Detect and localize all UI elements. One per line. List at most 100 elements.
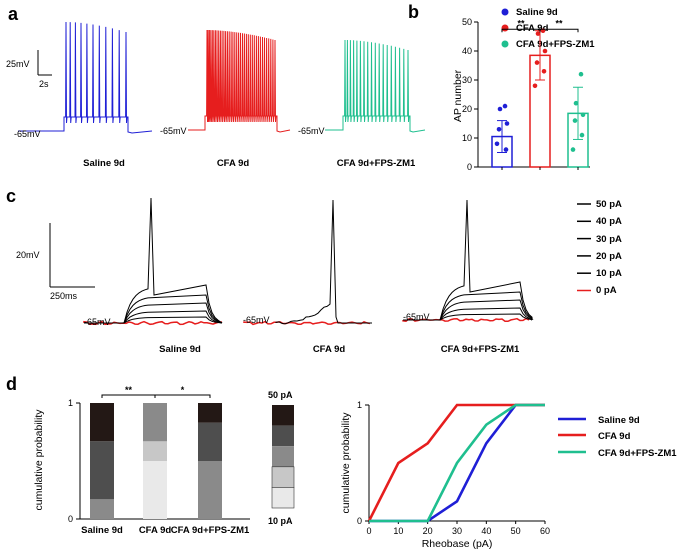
step-traces	[83, 197, 534, 326]
group-label-saline: Saline 9d	[83, 158, 125, 169]
trace-cfa-9d-fps-zm1	[325, 39, 426, 133]
d2-x-tick-label: 10	[393, 526, 403, 536]
legend-marker-cfa	[501, 24, 509, 32]
data-point	[497, 106, 503, 112]
stacked-segment	[198, 461, 222, 519]
c-rest-label-cfa: -65mV	[243, 315, 270, 325]
data-point	[535, 31, 541, 36]
trace-step	[84, 197, 223, 324]
d2-x-tick-label: 30	[452, 526, 462, 536]
stacked-segment	[143, 403, 167, 442]
d2-y-tick-label: 0	[357, 516, 362, 526]
b-y-tick-label: 0	[467, 162, 472, 172]
scale-bar-segment	[272, 405, 294, 426]
b-y-tick-label: 20	[462, 104, 472, 114]
data-point	[580, 112, 586, 118]
d2-x-tick-label: 50	[511, 526, 521, 536]
d2-x-tick-label: 60	[540, 526, 550, 536]
data-point	[502, 103, 508, 109]
scale-bar-segment	[271, 466, 295, 488]
legend-marker-cfa-zm1	[501, 40, 509, 48]
rest-label-cfa-zm1: -65mV	[298, 126, 325, 136]
panel-a: 25mV 2s -65mV -65mV -65mV Saline 9d CFA …	[6, 21, 426, 169]
significance-label: **	[517, 18, 525, 28]
legend-30pa: 30 pA	[596, 234, 622, 245]
rest-label-saline: -65mV	[14, 129, 41, 139]
scale-time-label: 2s	[39, 79, 49, 89]
d1-y-tick-label: 1	[68, 398, 73, 408]
trace-step	[403, 299, 533, 321]
d1-y-axis-label: cumulative probability	[33, 409, 45, 511]
c-legend: 50 pA 40 pA 30 pA 20 pA 10 pA 0 pA	[577, 199, 622, 296]
panel-d-cumulative-chart: cumulative probability Rheobase (pA) Sal…	[340, 400, 677, 550]
c-group-label-cfa-zm1: CFA 9d+FPS-ZM1	[441, 344, 520, 355]
trace-step	[403, 199, 533, 321]
legend-label-saline-d: Saline 9d	[598, 415, 640, 426]
data-point	[578, 71, 584, 77]
panel-c: 20mV 250ms -65mV -65mV -65mV Saline 9d C…	[16, 197, 622, 355]
trace-step	[84, 310, 223, 324]
panel-b-chart: AP number Saline 9d CFA 9d CFA 9d+FPS-ZM…	[452, 7, 595, 172]
scale-bar-bottom-label: 10 pA	[268, 516, 293, 526]
stacked-segment	[198, 422, 222, 461]
panel-label-d: d	[6, 374, 17, 394]
panel-label-b: b	[408, 2, 419, 22]
legend-label-cfa: CFA 9d	[516, 23, 549, 34]
trace-rheobase	[275, 199, 372, 325]
legend-50pa: 50 pA	[596, 199, 622, 210]
legend-marker-saline	[501, 8, 509, 16]
data-point	[572, 118, 578, 123]
data-point	[542, 48, 548, 54]
stacked-segment	[143, 441, 167, 461]
legend-0pa: 0 pA	[596, 285, 617, 296]
scale-voltage-label: 25mV	[6, 59, 30, 69]
legend-20pa: 20 pA	[596, 251, 622, 262]
series-line-2	[369, 403, 545, 523]
b-y-axis-label: AP number	[452, 69, 464, 122]
legend-10pa: 10 pA	[596, 268, 622, 279]
c-rest-label-saline: -65mV	[84, 317, 111, 327]
significance-label: **	[555, 18, 563, 28]
legend-label-cfa-zm1-d: CFA 9d+FPS-ZM1	[598, 448, 677, 459]
legend-label-saline: Saline 9d	[516, 7, 558, 18]
trace-0pa	[83, 320, 223, 326]
data-point	[573, 100, 579, 106]
scale-voltage-label-c: 20mV	[16, 250, 40, 260]
d2-legend: Saline 9d CFA 9d CFA 9d+FPS-ZM1	[558, 415, 677, 459]
data-point	[504, 121, 510, 126]
legend-40pa: 40 pA	[596, 216, 622, 227]
panel-label-a: a	[8, 4, 19, 24]
b-y-tick-label: 10	[462, 133, 472, 143]
d2-x-tick-label: 0	[366, 526, 371, 536]
scale-bar-top-label: 50 pA	[268, 390, 293, 400]
trace-saline-9d	[18, 21, 153, 134]
c-group-label-cfa: CFA 9d	[313, 344, 346, 355]
trace-step	[84, 294, 223, 324]
d2-x-tick-label: 40	[481, 526, 491, 536]
d2-y-axis-label: cumulative probability	[340, 412, 352, 514]
legend-label-cfa-zm1: CFA 9d+FPS-ZM1	[516, 39, 595, 50]
trace-step	[84, 316, 223, 324]
trace-cfa-9d	[188, 29, 291, 133]
stacked-segment	[198, 403, 222, 423]
group-label-cfa-zm1: CFA 9d+FPS-ZM1	[337, 158, 416, 169]
d1-significance-label: *	[181, 385, 185, 395]
data-point	[570, 147, 576, 152]
scale-bar-segment	[271, 487, 295, 509]
data-point	[579, 132, 585, 138]
data-point	[541, 69, 547, 74]
stacked-segment	[90, 499, 114, 519]
rest-label-cfa: -65mV	[160, 126, 187, 136]
trace-step	[84, 302, 223, 324]
stacked-segment	[90, 403, 114, 442]
group-label-cfa: CFA 9d	[217, 158, 250, 169]
d1-x-tick-label: CFA 9d+FPS-ZM1	[171, 525, 250, 536]
scale-bar-c: 20mV 250ms	[16, 223, 95, 301]
stacked-segment	[143, 461, 167, 519]
d1-significance-label: **	[125, 385, 133, 395]
data-point	[494, 141, 500, 147]
legend-label-cfa-d: CFA 9d	[598, 431, 631, 442]
b-legend: Saline 9d CFA 9d CFA 9d+FPS-ZM1	[501, 7, 595, 50]
d1-significance-bracket	[101, 394, 156, 398]
